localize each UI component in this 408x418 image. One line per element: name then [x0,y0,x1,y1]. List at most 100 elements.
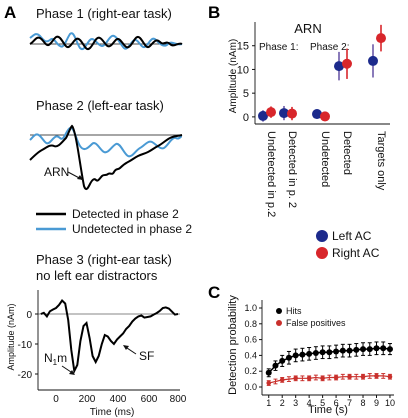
panel-c-ytick-label: 0.8 [244,319,257,329]
panel-b-point-right-ac [287,108,297,119]
phase3-ytick-label: 0 [26,310,32,321]
legend-left-ac-label: Left AC [332,229,372,243]
legend-right-ac-swatch [316,247,328,259]
panel-c-hits-point [360,346,367,353]
panel-b-category-label: Undetected [319,131,331,187]
panel-b-point-right-ac [266,107,276,118]
phase1-traces [29,32,183,50]
panel-b-category-label: Undetected in p.2 [265,131,277,217]
panel-b-point-right-ac [320,111,330,122]
phase3-title-line1: Phase 3 (right-ear task) [36,252,172,267]
panel-c-fp-point [293,376,298,381]
panel-b-point-left-ac [258,110,268,121]
panel-b-point-left-ac [368,55,378,66]
phase2-title: Phase 2 (left-ear task) [36,98,164,113]
panel-c-hits-point [346,347,353,354]
phase3-ytick-label: -10 [18,340,33,351]
n1m-label: N1m [44,351,67,367]
panel-c-fp-point [306,376,312,381]
panel-b-chart: 0 5 10 15 Undetected in p.2 Detected in p. 2… [237,22,390,217]
phase1-detected-trace [29,35,183,50]
panel-c-hits-point [319,349,326,356]
panel-c-hits-point [285,354,292,361]
legend-right-ac-label: Right AC [332,246,380,260]
panel-c-xlabel: Time (s) [308,404,348,416]
panel-c-xtick-label: 8 [361,398,366,408]
panel-c-fp-point [333,375,339,380]
panel-c-hits-point [299,351,306,358]
legend-fp-swatch [276,320,282,326]
panel-c-ytick-label: 0.6 [244,335,257,345]
panel-c-fp-point [279,377,285,383]
panel-c-x-ticks: 1 2 3 4 5 6 7 8 9 10 [266,395,395,408]
panel-c-hits-point [272,362,279,369]
phase1-title: Phase 1 (right-ear task) [36,6,172,21]
sf-arrowhead [123,345,129,350]
phase3-y-ticks: 0 -10 -20 [18,310,38,381]
arn-arrowhead [77,175,83,180]
panel-c-fp-point [387,374,393,380]
panel-b-point-right-ac [342,58,352,69]
panel-c-hits-point [353,346,360,353]
phase3-detected-trace [40,298,179,375]
panel-c-xtick-label: 4 [307,398,312,408]
panel-c-xtick-label: 1 [266,398,271,408]
panel-b-category-label: Detected [341,131,353,175]
panel-letter-a: A [4,3,16,22]
panel-c-y-ticks: 0.0 0.2 0.4 0.6 0.8 1.0 [244,303,262,392]
legend-hits-label: Hits [286,306,302,316]
panel-c-xtick-label: 5 [320,398,325,408]
legend-detected-label: Detected in phase 2 [72,207,179,221]
panel-c-xtick-label: 6 [334,398,339,408]
legend-fp-label: False positives [286,318,346,328]
panel-letter-c: C [208,283,220,302]
panel-b-category-labels: Undetected in p.2 Detected in p. 2 Undetec… [265,131,387,217]
phase2-traces [29,124,183,191]
panel-c-hits-point [306,350,313,357]
panel-b-y-ticks: 0 5 10 15 [237,41,255,124]
panel-c-ytick-label: 0.2 [244,366,257,376]
panel-c-hits-point [366,346,373,353]
phase3-xtick-label: 0 [53,394,59,405]
panel-b-title: ARN [294,21,321,36]
panel-c-hits-point [265,369,272,376]
panel-c-xtick-label: 9 [374,398,379,408]
panel-c-fp-point [347,374,352,380]
panel-b-point-left-ac [312,109,322,120]
phase3-xtick-label: 600 [141,394,158,405]
panel-c-hits-point [386,346,393,353]
panel-c-hits-point [380,345,387,352]
panel-c-hits-point [333,348,340,355]
panel-letter-b: B [208,3,220,22]
panel-c-hits-point [373,345,380,352]
panel-c-fp-point [374,373,379,379]
panel-c-ylabel: Detection probability [227,295,239,395]
panel-c-xtick-label: 7 [347,398,352,408]
legend-undetected-label: Undetected in phase 2 [72,222,192,236]
panel-b-point-left-ac [334,61,344,72]
panel-c-hits-point [279,357,286,364]
phase3-xlabel: Time (ms) [90,407,135,418]
panel-b-group1: Phase 1: [259,42,298,53]
panel-c-fp-point [320,376,325,381]
panel-b-ylabel: Amplitude (nAm) [228,39,239,113]
panel-a-legend: Detected in phase 2 Undetected in phase … [36,207,192,236]
panel-b-group2: Phase 2: [310,42,349,53]
phase3-xtick-label: 800 [170,394,187,405]
panel-b-point-left-ac [279,108,289,119]
phase3-xtick-label: 200 [79,394,96,405]
phase3-x-ticks: 0 200 400 600 800 [53,394,187,405]
phase2-detected-trace [29,124,183,191]
n1m-arrowhead [69,370,75,375]
panel-c-hits-point [312,350,319,357]
phase3-ytick-label: -20 [18,370,33,381]
panel-c-ytick-label: 0.0 [244,382,257,392]
panel-c-xtick-label: 2 [280,398,285,408]
panel-c-marks [265,341,393,386]
panel-c-hits-point [326,349,333,356]
panel-b-marks [258,24,386,122]
panel-c-xtick-label: 10 [385,398,395,408]
sf-label: SF [139,349,154,363]
panel-c-hits-point [292,352,299,359]
